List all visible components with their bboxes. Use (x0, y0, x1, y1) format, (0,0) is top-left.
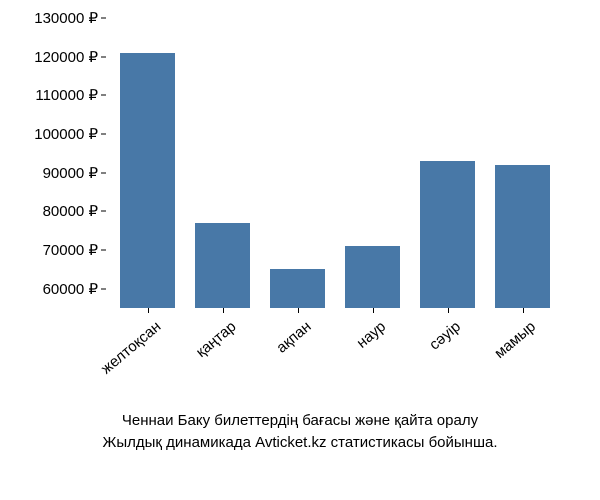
x-tick-label: мамыр (492, 318, 540, 362)
y-tick-label: 60000 ₽ (43, 280, 98, 298)
bar (195, 223, 250, 308)
x-tick-mark (373, 308, 374, 313)
bars-group (110, 18, 560, 308)
caption-line-1: Ченнаи Баку билеттердің бағасы және қайт… (0, 410, 600, 431)
y-tick-label: 130000 ₽ (34, 9, 98, 27)
x-tick-mark (223, 308, 224, 313)
y-tick-mark (101, 172, 106, 173)
y-tick-mark (101, 211, 106, 212)
chart-container: 60000 ₽ 70000 ₽ 80000 ₽ 90000 ₽ 100000 ₽ 1100… (0, 0, 600, 500)
x-tick-label: наур (354, 318, 390, 352)
x-axis: желтоқсанқаңтарақпаннаурсәуірмамыр (110, 308, 560, 418)
y-tick-mark (101, 134, 106, 135)
y-tick-label: 100000 ₽ (34, 125, 98, 143)
y-tick-mark (101, 56, 106, 57)
caption-line-2: Жылдық динамикада Avticket.kz статистика… (0, 432, 600, 453)
x-tick-mark (523, 308, 524, 313)
y-tick-mark (101, 18, 106, 19)
y-tick-label: 80000 ₽ (43, 202, 98, 220)
x-tick-mark (448, 308, 449, 313)
bar (495, 165, 550, 308)
x-tick-mark (298, 308, 299, 313)
x-tick-mark (148, 308, 149, 313)
y-tick-label: 110000 ₽ (35, 86, 98, 104)
bar (270, 269, 325, 308)
y-axis: 60000 ₽ 70000 ₽ 80000 ₽ 90000 ₽ 100000 ₽ 1100… (0, 18, 106, 308)
plot-area (110, 18, 560, 308)
bar (345, 246, 400, 308)
y-tick-mark (101, 288, 106, 289)
x-tick-label: желтоқсан (98, 318, 164, 378)
y-tick-label: 70000 ₽ (43, 241, 98, 259)
x-tick-label: ақпан (273, 318, 314, 357)
y-tick-label: 120000 ₽ (34, 48, 98, 66)
bar (420, 161, 475, 308)
y-tick-mark (101, 95, 106, 96)
bar (120, 53, 175, 308)
y-tick-label: 90000 ₽ (43, 164, 98, 182)
x-tick-label: сәуір (427, 318, 465, 354)
y-tick-mark (101, 250, 106, 251)
x-tick-label: қаңтар (193, 318, 240, 361)
